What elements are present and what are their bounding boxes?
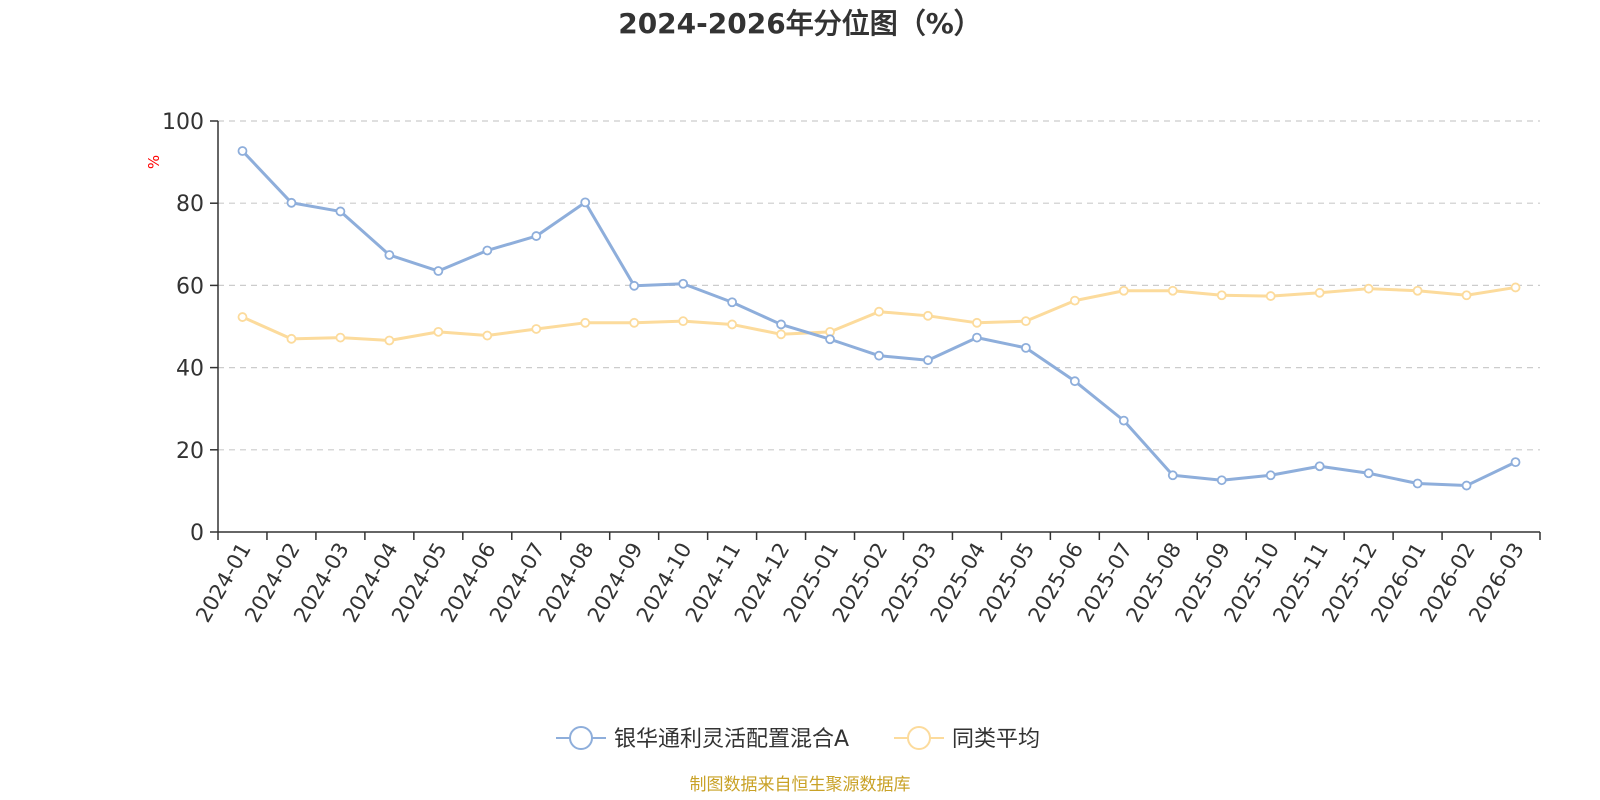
data-point (776, 329, 786, 340)
series-2 (237, 282, 1521, 346)
series-lines (237, 146, 1521, 491)
legend-label: 同类平均 (952, 727, 1040, 752)
data-point (1167, 285, 1178, 296)
legend-label: 银华通利灵活配置混合A (614, 727, 849, 752)
y-tick-label: 20 (176, 439, 204, 464)
data-point (1020, 342, 1031, 353)
data-point (1412, 285, 1423, 296)
data-point (923, 310, 933, 321)
data-point (678, 316, 689, 327)
data-point (1069, 295, 1080, 306)
data-point (776, 319, 786, 330)
data-point (531, 324, 542, 334)
data-point (1265, 470, 1276, 481)
data-point (1167, 470, 1178, 481)
data-point (1510, 457, 1521, 468)
data-point (1118, 285, 1129, 296)
data-point (629, 317, 640, 328)
y-tick-label: 100 (162, 110, 204, 135)
y-tick-label: 60 (176, 274, 204, 299)
data-point (286, 333, 297, 344)
data-point (874, 350, 884, 361)
data-point (433, 326, 444, 337)
data-point (1216, 475, 1227, 486)
data-point (580, 197, 591, 208)
y-tick-label: 40 (176, 357, 204, 382)
data-point (237, 146, 248, 156)
data-point (874, 306, 884, 317)
data-point (678, 278, 689, 289)
axes: 0204060801002024-012024-022024-032024-04… (162, 110, 1541, 626)
chart-title: 2024-2026年分位图（%） (618, 7, 982, 40)
data-point (531, 231, 542, 241)
data-point (1118, 415, 1129, 426)
y-tick-label: 0 (190, 521, 204, 546)
data-point (1069, 376, 1080, 387)
data-point (1510, 282, 1521, 293)
source-note: 制图数据来自恒生聚源数据库 (690, 775, 911, 795)
data-point (286, 197, 297, 208)
data-point (972, 317, 982, 328)
legend[interactable]: 银华通利灵活配置混合A 同类平均 (556, 726, 1040, 752)
data-point (237, 312, 248, 322)
data-point (1314, 287, 1325, 298)
data-point (1020, 316, 1031, 327)
data-point (335, 206, 346, 217)
data-point (335, 332, 346, 343)
data-point (825, 334, 835, 345)
gridlines (218, 120, 1540, 451)
data-point (1216, 290, 1227, 301)
legend-marker (569, 726, 593, 750)
data-point (727, 297, 738, 308)
data-point (629, 280, 640, 291)
data-point (972, 332, 982, 343)
data-point (580, 317, 591, 328)
data-point (482, 245, 493, 256)
data-point (1314, 461, 1325, 472)
legend-item-2[interactable]: 同类平均 (894, 726, 1040, 752)
data-point (482, 330, 493, 341)
data-point (384, 335, 395, 346)
y-tick-label: 80 (176, 192, 204, 217)
data-point (1412, 478, 1423, 489)
data-point (1265, 291, 1276, 301)
data-point (727, 319, 738, 330)
series-line (241, 149, 1517, 488)
data-point (923, 355, 933, 366)
y-axis-unit-label: % (145, 155, 163, 169)
data-point (433, 266, 444, 276)
data-point (1461, 290, 1472, 301)
legend-marker (907, 726, 931, 750)
series-1 (237, 146, 1521, 491)
legend-item-1[interactable]: 银华通利灵活配置混合A (556, 726, 849, 752)
data-point (384, 250, 395, 260)
data-point (1461, 480, 1472, 491)
data-point (1363, 283, 1374, 294)
data-point (1363, 468, 1374, 479)
